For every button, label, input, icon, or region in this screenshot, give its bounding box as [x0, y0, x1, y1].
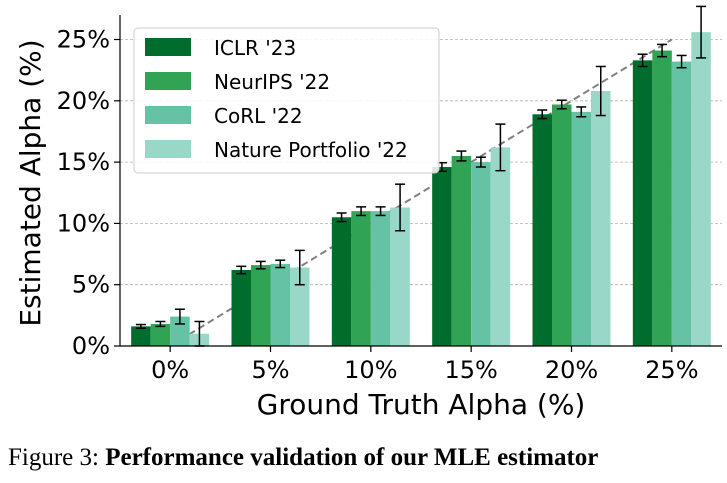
legend: ICLR '23 NeurIPS '22 CoRL '22 Nature Portfo… — [133, 27, 440, 174]
bar — [552, 104, 572, 347]
reference-line — [169, 38, 673, 347]
bar — [490, 147, 511, 346]
legend-swatch — [145, 38, 191, 56]
bar-chart: 0% 5% 10% 15% 20% 25% 0% 5% 10% 15% 20% 25% Ground … — [14, 5, 722, 421]
legend-label: CoRL '22 — [214, 104, 303, 128]
bar — [390, 207, 410, 346]
y-tick-label: 25% — [57, 26, 110, 54]
bar — [150, 323, 171, 346]
x-tick-label: 25% — [645, 356, 698, 384]
y-tick-label: 0% — [72, 332, 110, 360]
bar — [251, 265, 271, 346]
y-tick-label: 5% — [72, 271, 110, 299]
bar — [231, 269, 251, 346]
bar — [632, 60, 653, 347]
x-tick-label: 0% — [151, 356, 189, 384]
bar — [691, 32, 711, 346]
bar — [290, 267, 310, 346]
bar — [671, 61, 692, 347]
y-tick-label: 10% — [57, 209, 110, 237]
legend-label: ICLR '23 — [214, 36, 296, 60]
bar — [270, 263, 290, 346]
bar — [471, 162, 491, 346]
bar — [571, 111, 591, 346]
legend-swatch — [145, 72, 191, 90]
bar — [451, 155, 472, 346]
x-tick-label: 5% — [251, 356, 289, 384]
bar — [432, 167, 452, 346]
x-tick-label: 10% — [344, 356, 397, 384]
figure-caption: Figure 3: Performance validation of our … — [8, 444, 727, 472]
legend-label: Nature Portfolio '22 — [214, 138, 408, 162]
bars — [131, 32, 711, 347]
y-tick-label: 20% — [57, 87, 110, 115]
bar — [532, 114, 552, 346]
legend-box — [133, 27, 440, 174]
bar — [370, 211, 391, 346]
bar — [591, 91, 611, 346]
bar — [652, 50, 672, 347]
caption-prefix: Figure 3: — [8, 444, 106, 471]
bar — [331, 217, 352, 346]
legend-swatch — [145, 140, 191, 158]
bar — [131, 326, 151, 346]
x-tick-label: 15% — [444, 356, 497, 384]
reference-line-segment — [169, 38, 673, 347]
tick-labels: 0% 5% 10% 15% 20% 25% 0% 5% 10% 15% 20% 25% — [57, 26, 699, 384]
x-axis-title: Ground Truth Alpha (%) — [257, 388, 586, 421]
y-tick-label: 15% — [57, 148, 110, 176]
caption-title: Performance validation of our MLE estima… — [105, 444, 599, 471]
error-bars — [135, 5, 707, 347]
axes — [119, 15, 722, 347]
bar — [351, 211, 371, 346]
legend-label: NeurIPS '22 — [214, 70, 330, 94]
x-tick-label: 20% — [545, 356, 598, 384]
legend-swatch — [145, 106, 191, 124]
y-axis-title: Estimated Alpha (%) — [14, 39, 47, 326]
